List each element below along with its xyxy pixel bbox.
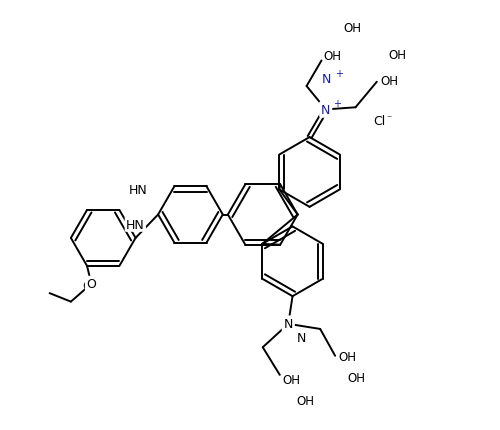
Text: N: N <box>284 318 293 331</box>
Text: HN: HN <box>129 184 148 197</box>
Text: N: N <box>321 104 330 117</box>
Text: O: O <box>82 280 92 293</box>
Text: OH: OH <box>380 75 398 88</box>
Text: OH: OH <box>282 373 300 386</box>
Text: OH: OH <box>338 350 356 363</box>
Text: ⁻: ⁻ <box>386 114 392 124</box>
Text: OH: OH <box>388 49 406 62</box>
Text: +: + <box>335 69 343 79</box>
Text: OH: OH <box>344 22 361 35</box>
Text: Cl: Cl <box>374 115 386 128</box>
Text: N: N <box>296 332 306 344</box>
Text: O: O <box>86 278 96 291</box>
Text: OH: OH <box>297 394 315 407</box>
Text: OH: OH <box>348 371 366 384</box>
Text: +: + <box>334 98 342 108</box>
Text: OH: OH <box>324 50 342 63</box>
Text: N: N <box>322 73 332 86</box>
Text: HN: HN <box>126 218 144 231</box>
